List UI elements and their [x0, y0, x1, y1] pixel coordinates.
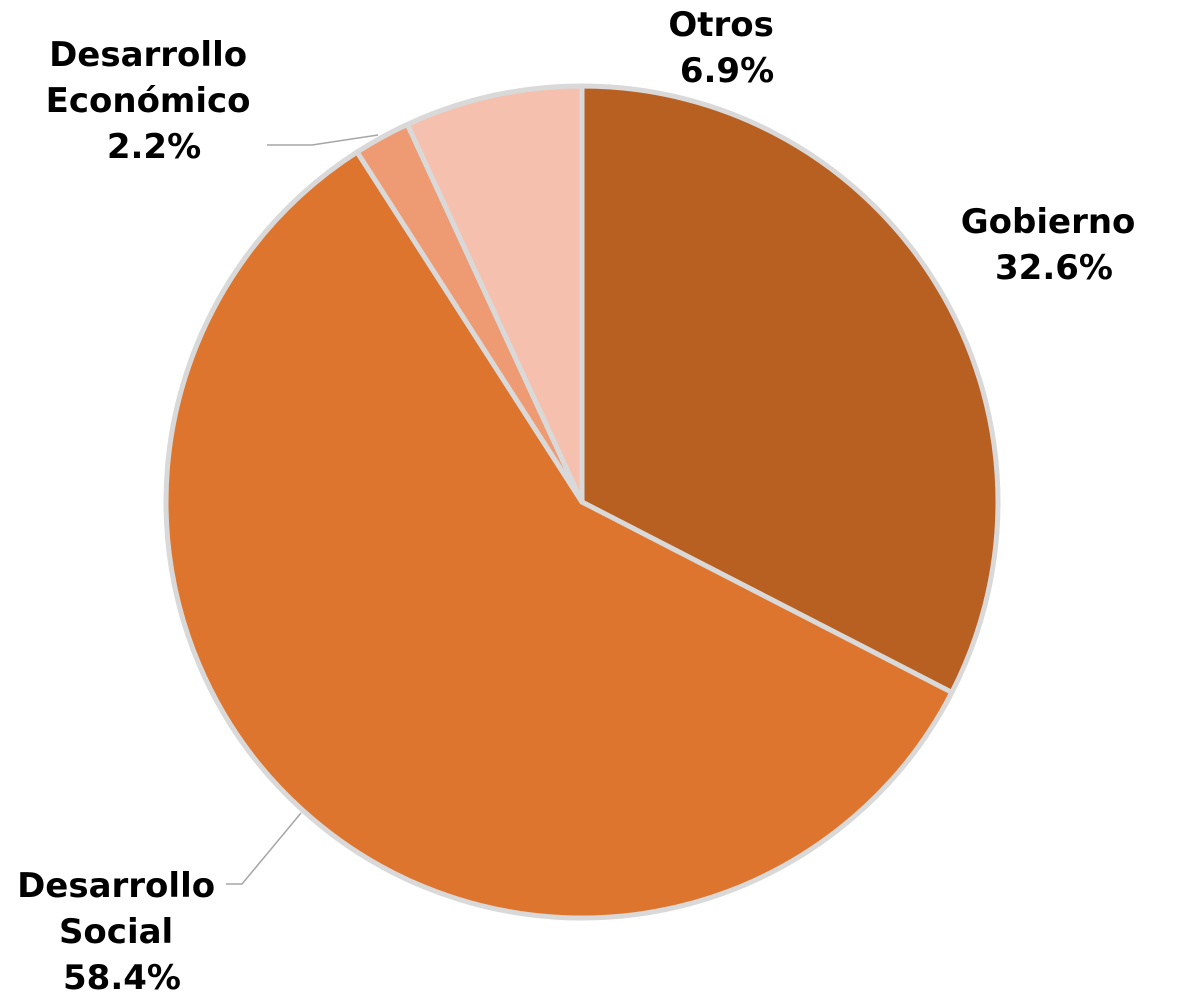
slice-label-economico: Desarrollo Económico 2.2%: [46, 35, 263, 167]
pie-slice-gobierno: [579, 83, 1001, 695]
pie-slice-social: [163, 149, 955, 921]
slice-label-economico-name-2: Económico: [46, 81, 251, 121]
slice-value-gobierno: 32.6%: [995, 248, 1113, 288]
slice-label-gobierno: Gobierno 32.6%: [961, 202, 1148, 288]
pie-slices: [163, 83, 1001, 921]
slice-label-otros: Otros 6.9%: [668, 5, 785, 91]
leader-lines: [226, 134, 379, 885]
pie-labels: Gobierno 32.6% Desarrollo Social 58.4% D…: [17, 5, 1148, 998]
leader-line-social: [226, 812, 302, 885]
slice-label-social: Desarrollo Social 58.4%: [17, 866, 227, 998]
slice-value-otros: 6.9%: [680, 51, 774, 91]
slice-label-gobierno-name: Gobierno: [961, 202, 1136, 242]
leader-line-economico: [267, 134, 379, 146]
slice-value-social: 58.4%: [63, 958, 181, 998]
slice-label-economico-name-1: Desarrollo: [49, 35, 247, 75]
slice-label-otros-name: Otros: [668, 5, 774, 45]
slice-label-social-name-2: Social: [59, 912, 173, 952]
pie-slice-otros: [404, 83, 585, 505]
slice-value-economico: 2.2%: [107, 127, 201, 167]
slice-label-social-name-1: Desarrollo: [17, 866, 215, 906]
